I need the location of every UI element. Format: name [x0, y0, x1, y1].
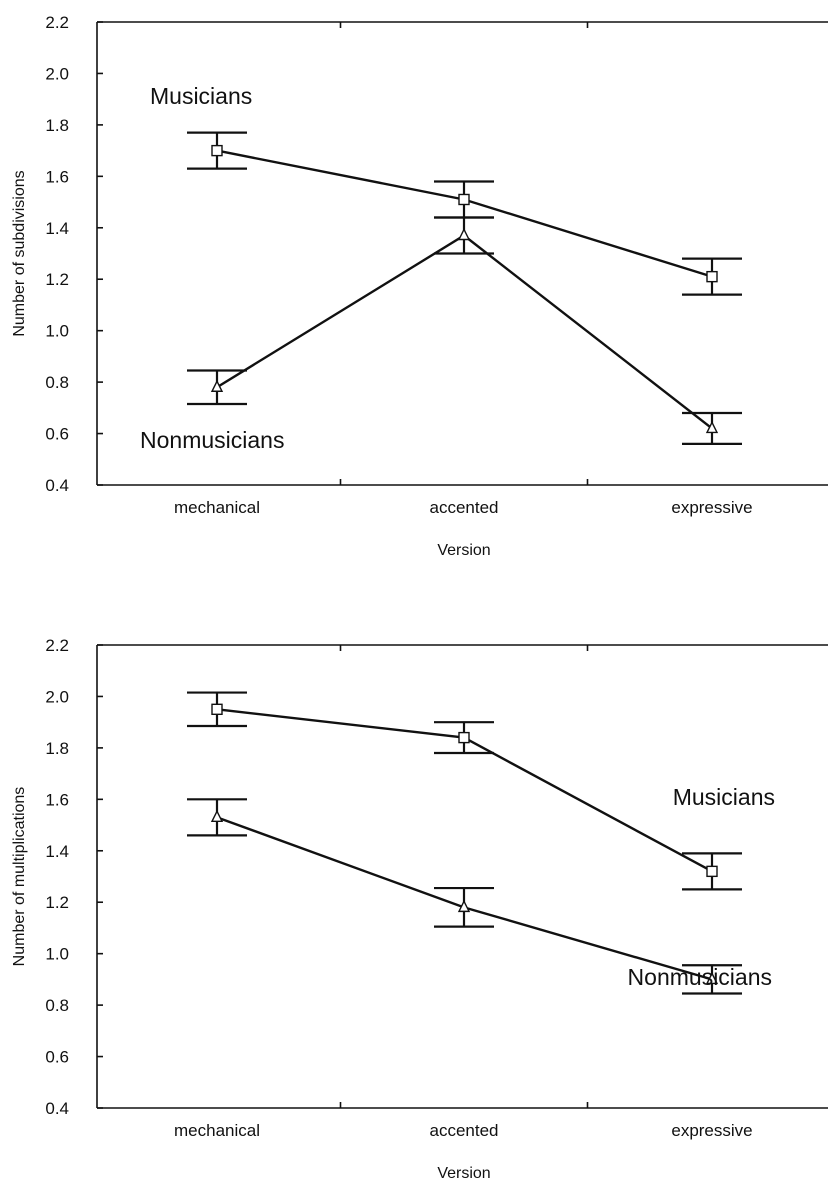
data-point	[210, 379, 224, 392]
data-point	[211, 703, 223, 716]
series-label: Musicians	[150, 83, 252, 109]
series-nonmusicians: Nonmusicians	[187, 798, 772, 995]
y-tick-label: 0.8	[45, 996, 69, 1015]
series-label: Nonmusicians	[628, 964, 772, 990]
data-point	[457, 899, 471, 913]
data-point	[705, 971, 719, 985]
y-axis-title: Number of multiplications	[11, 787, 28, 967]
series-label: Nonmusicians	[140, 427, 284, 453]
data-point	[211, 144, 223, 157]
series-musicians: Musicians	[187, 691, 775, 891]
series-musicians: Musicians	[150, 83, 742, 296]
series-label: Musicians	[673, 784, 775, 810]
data-point	[210, 809, 224, 823]
series-line	[216, 234, 713, 430]
y-axis-title: Number of subdivisions	[11, 170, 28, 336]
y-tick-label: 1.6	[45, 790, 69, 809]
data-point	[706, 865, 718, 878]
y-tick-label: 1.8	[45, 739, 69, 758]
y-tick-label: 2.0	[45, 64, 69, 83]
series-nonmusicians: Nonmusicians	[140, 216, 742, 453]
data-point	[706, 270, 718, 283]
y-tick-label: 1.8	[45, 116, 69, 135]
x-tick-label: accented	[430, 498, 499, 517]
chart-panel-2: 0.4 0.6 0.8 1.0 1.2 1.4 1.6 1.8 2.0 2.2 mechanical…	[11, 636, 828, 1182]
x-tick-label: mechanical	[174, 1121, 260, 1140]
x-tick-label: mechanical	[174, 498, 260, 517]
y-tick-label: 1.2	[45, 893, 69, 912]
y-tick-label: 1.0	[45, 322, 69, 341]
x-tick-label: accented	[430, 1121, 499, 1140]
x-axis-title: Version	[437, 542, 490, 559]
data-point	[457, 227, 471, 241]
y-tick-label: 0.4	[45, 476, 69, 495]
y-tick-label: 1.2	[45, 270, 69, 289]
y-tick-label: 1.4	[45, 219, 69, 238]
data-point	[705, 420, 719, 434]
y-tick-label: 2.0	[45, 687, 69, 706]
chart-panel-1: 0.4 0.6 0.8 1.0 1.2 1.4 1.6 1.8 2.0 2.2 mechanical…	[11, 13, 828, 559]
y-tick-label: 0.8	[45, 373, 69, 392]
y-tick-label: 0.6	[45, 425, 69, 444]
x-axis-title: Version	[437, 1165, 490, 1182]
x-tick-label: expressive	[671, 1121, 752, 1140]
data-point	[458, 193, 470, 206]
y-tick-label: 1.0	[45, 945, 69, 964]
y-tick-label: 2.2	[45, 13, 69, 32]
y-tick-label: 0.6	[45, 1048, 69, 1067]
y-tick-label: 0.4	[45, 1099, 69, 1118]
y-tick-label: 1.6	[45, 167, 69, 186]
x-tick-label: expressive	[671, 498, 752, 517]
data-point	[458, 731, 470, 744]
y-tick-label: 1.4	[45, 842, 69, 861]
y-tick-label: 2.2	[45, 636, 69, 655]
